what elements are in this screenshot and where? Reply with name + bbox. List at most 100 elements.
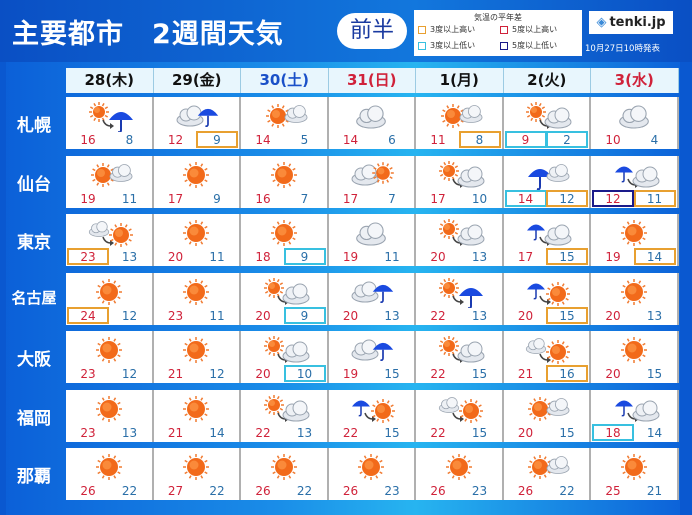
rain-then-sun-icon bbox=[527, 282, 571, 306]
forecast-cell: 25 21 bbox=[591, 448, 679, 500]
sun-icon bbox=[358, 454, 385, 480]
cloud-sometimes-sun-icon bbox=[351, 162, 395, 186]
legend-label: 3度以上高い bbox=[430, 25, 476, 34]
forecast-cell: 14 5 bbox=[241, 97, 329, 149]
high-temp: 21 bbox=[167, 426, 184, 440]
low-temp: 2 bbox=[546, 131, 588, 148]
cloud-icon bbox=[356, 222, 387, 246]
cloud-icon bbox=[526, 338, 547, 354]
forecast-cell: 23 13 bbox=[66, 390, 154, 442]
forecast-cell: 12 11 bbox=[591, 156, 679, 208]
low-temp: 13 bbox=[121, 426, 138, 440]
high-temp: 19 bbox=[342, 367, 359, 381]
forecast-cell: 14 6 bbox=[328, 97, 416, 149]
low-temp: 10 bbox=[471, 192, 488, 206]
low-temp: 22 bbox=[559, 484, 575, 498]
low-temp: 14 bbox=[646, 426, 663, 440]
legend-label: 3度以上低い bbox=[430, 41, 476, 50]
forecast-cell: 20 10 bbox=[241, 331, 329, 383]
forecast-cell: 22 15 bbox=[416, 331, 504, 383]
low-temp: 6 bbox=[388, 133, 396, 147]
umbrella-icon bbox=[614, 400, 633, 417]
cloud-icon bbox=[459, 105, 483, 123]
low-temp: 13 bbox=[296, 426, 313, 440]
forecast-cell: 10 4 bbox=[591, 97, 679, 149]
high-temp: 22 bbox=[342, 426, 359, 440]
sun-icon bbox=[546, 340, 571, 364]
cloud-icon bbox=[351, 281, 379, 303]
sun-icon bbox=[95, 279, 122, 305]
forecast-cell: 17 10 bbox=[416, 156, 504, 208]
cloud-sometimes-rain-icon bbox=[351, 339, 394, 361]
sun-icon bbox=[270, 220, 297, 246]
sun-then-cloud-icon bbox=[263, 336, 310, 363]
high-temp: 20 bbox=[342, 309, 359, 323]
day-header: 2(火) bbox=[503, 68, 591, 93]
low-temp: 15 bbox=[471, 367, 488, 381]
low-temp: 12 bbox=[121, 367, 138, 381]
forecast-cell: 24 12 bbox=[66, 273, 154, 325]
legend-label: 5度以上高い bbox=[512, 25, 558, 34]
sun-icon bbox=[620, 337, 647, 363]
low-temp: 15 bbox=[471, 426, 488, 440]
cloud-icon bbox=[457, 166, 485, 188]
arrow-icon bbox=[102, 236, 114, 246]
forecast-cell: 18 9 bbox=[241, 214, 329, 266]
sun-icon bbox=[183, 279, 210, 305]
sun-icon bbox=[438, 278, 459, 298]
high-temp: 16 bbox=[80, 133, 96, 147]
forecast-cell: 20 13 bbox=[591, 273, 679, 325]
cloud-icon bbox=[356, 105, 387, 129]
arrow-icon bbox=[102, 119, 114, 129]
legend-title: 気温の平年差 bbox=[474, 13, 522, 22]
high-temp: 22 bbox=[430, 309, 446, 323]
umbrella-icon bbox=[458, 288, 483, 308]
low-temp: 11 bbox=[121, 192, 138, 206]
city-name: 福岡 bbox=[17, 409, 51, 429]
low-temp: 4 bbox=[650, 133, 659, 147]
logo-text: tenki.jp bbox=[609, 15, 666, 30]
left-border bbox=[0, 62, 6, 515]
high-temp: 22 bbox=[430, 367, 446, 381]
sun-icon bbox=[88, 102, 109, 122]
high-temp: 23 bbox=[167, 309, 184, 323]
low-temp: 9 bbox=[196, 131, 238, 148]
cloud-icon bbox=[457, 341, 485, 363]
day-header: 31(日) bbox=[328, 68, 416, 93]
sun-icon bbox=[90, 163, 115, 187]
forecast-cell: 26 23 bbox=[416, 448, 504, 500]
low-temp: 15 bbox=[384, 426, 400, 440]
low-temp: 14 bbox=[633, 248, 676, 265]
forecast-cell: 27 22 bbox=[153, 448, 241, 500]
sun-then-cloud-icon bbox=[438, 161, 485, 188]
cloud-icon bbox=[282, 400, 310, 422]
low-temp: 11 bbox=[209, 309, 225, 323]
sun-icon bbox=[95, 454, 122, 480]
right-border bbox=[680, 62, 692, 515]
sun-icon bbox=[438, 219, 459, 239]
forecast-cell: 26 22 bbox=[66, 448, 154, 500]
sun-icon bbox=[620, 220, 647, 246]
rain-then-cloud-icon bbox=[614, 400, 660, 422]
sun-icon bbox=[183, 337, 210, 363]
forecast-cell: 20 9 bbox=[241, 273, 329, 325]
forecast-cell: 22 15 bbox=[416, 390, 504, 442]
legend-swatch bbox=[418, 25, 426, 34]
sun-icon bbox=[438, 336, 459, 356]
high-temp: 25 bbox=[605, 484, 621, 498]
forecast-cell: 19 11 bbox=[328, 214, 416, 266]
low-temp: 14 bbox=[209, 426, 225, 440]
low-temp: 15 bbox=[546, 248, 588, 265]
legend-swatch bbox=[500, 25, 508, 34]
forecast-cell: 12 9 bbox=[153, 97, 241, 149]
sun-icon bbox=[95, 337, 122, 363]
cloud-sometimes-rain-icon bbox=[176, 105, 219, 127]
cloud-icon bbox=[438, 397, 459, 413]
high-temp: 20 bbox=[167, 250, 184, 264]
city-name: 札幌 bbox=[17, 116, 51, 136]
legend-item-lo5: 5度以上低い bbox=[500, 40, 557, 51]
high-temp: 17 bbox=[167, 192, 184, 206]
forecast-cell: 21 14 bbox=[153, 390, 241, 442]
city-name: 東京 bbox=[17, 233, 51, 253]
umbrella-icon bbox=[614, 166, 633, 183]
